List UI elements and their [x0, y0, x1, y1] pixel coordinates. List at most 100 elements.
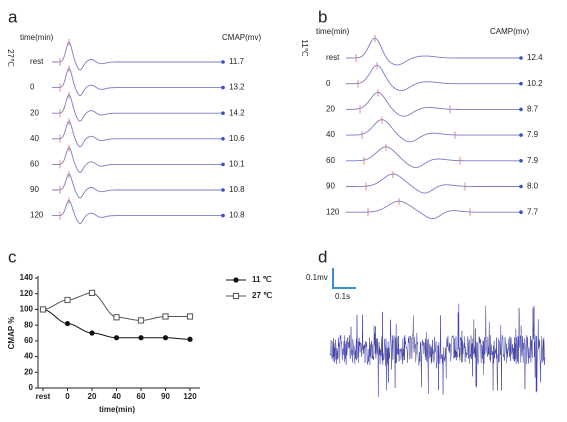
value: 10.8 [229, 211, 245, 220]
point [39, 306, 47, 313]
waveform [52, 41, 222, 71]
point [137, 317, 145, 324]
value: 7.9 [527, 130, 539, 139]
end-dot [221, 85, 225, 90]
point [162, 313, 169, 320]
value: 14.2 [229, 108, 245, 117]
value: 10.1 [229, 160, 245, 169]
value: 7.7 [527, 207, 539, 216]
time-label: 0 [30, 83, 35, 92]
legend-label: 11 ℃ [252, 275, 272, 284]
y-tick-label: 60 [24, 336, 33, 345]
waveform [346, 200, 520, 220]
temperature: 11℃ [300, 39, 309, 56]
panel-label: c [8, 247, 17, 266]
end-dot [519, 133, 523, 137]
point [113, 335, 120, 341]
time-label: 40 [326, 130, 335, 139]
point [64, 320, 71, 327]
x-axis-label: time(min) [99, 405, 135, 414]
panel-label: a [8, 7, 18, 26]
panel-label: b [318, 7, 327, 26]
time-label: 20 [30, 108, 39, 117]
y-tick-label: 120 [20, 289, 34, 298]
value-header: CAMP(mv) [490, 27, 529, 36]
time-label: rest [30, 57, 44, 66]
y-tick-label: 100 [20, 305, 34, 314]
end-dot [519, 210, 523, 214]
end-dot [519, 107, 523, 112]
value-header: CMAP(mv) [222, 33, 261, 42]
y-tick-label: 0 [29, 383, 34, 392]
time-label: 120 [30, 211, 44, 220]
time-label: 0 [326, 79, 331, 88]
waveform [52, 147, 222, 173]
end-dot [221, 213, 225, 218]
end-dot [221, 162, 225, 167]
x-tick-label: 90 [161, 392, 170, 401]
value: 8.0 [527, 182, 539, 191]
time-label: 90 [326, 182, 335, 191]
scale-voltage: 0.1mv [306, 273, 328, 282]
point [186, 313, 194, 320]
waveform [346, 64, 520, 92]
waveform [52, 173, 222, 199]
waveform [346, 146, 520, 168]
point [88, 289, 96, 297]
point [89, 330, 95, 336]
waveform [52, 120, 222, 148]
x-tick-label: rest [36, 392, 51, 401]
x-tick-label: 20 [88, 392, 97, 401]
y-tick-label: 20 [24, 367, 33, 376]
y-axis-label: CMAP % [7, 317, 16, 350]
time-label: time(min) [316, 27, 350, 36]
waveform [346, 119, 520, 143]
time-label: 90 [30, 185, 39, 194]
end-dot [221, 60, 225, 64]
value: 10.6 [229, 134, 245, 143]
time-label: 60 [30, 160, 39, 169]
time-label: 120 [326, 207, 340, 216]
value: 10.8 [229, 185, 245, 194]
temperature: 27℃ [6, 49, 15, 67]
end-dot [221, 188, 225, 192]
time-label: 60 [326, 156, 335, 165]
value: 8.7 [527, 105, 539, 114]
waveform [346, 91, 520, 117]
waveform [346, 173, 520, 194]
point [64, 296, 71, 304]
emg-trace [329, 303, 546, 397]
point [138, 335, 144, 341]
value: 12.4 [527, 53, 543, 62]
legend-marker [233, 277, 239, 283]
time-label: rest [326, 53, 340, 62]
scale-time: 0.1s [335, 292, 350, 301]
point [113, 314, 120, 321]
value: 10.2 [527, 79, 543, 88]
waveform [52, 67, 222, 97]
x-tick-label: 60 [137, 392, 146, 401]
y-tick-label: 40 [24, 352, 33, 361]
point [162, 335, 169, 341]
y-tick-label: 140 [20, 273, 34, 282]
end-dot [519, 81, 523, 86]
legend-label: 27 ℃ [252, 291, 272, 300]
waveform [52, 94, 222, 122]
end-dot [221, 137, 225, 141]
end-dot [519, 159, 523, 163]
time-label: 20 [326, 105, 335, 114]
end-dot [519, 184, 523, 189]
x-tick-label: 0 [65, 392, 70, 401]
time-label: time(min) [20, 33, 54, 42]
point [187, 336, 193, 342]
time-label: 40 [30, 134, 39, 143]
value: 11.7 [229, 57, 245, 66]
value: 7.9 [527, 156, 539, 165]
end-dot [519, 56, 523, 60]
end-dot [221, 111, 225, 115]
value: 13.2 [229, 83, 245, 92]
panel-label: d [318, 247, 327, 266]
x-tick-label: 40 [112, 392, 121, 401]
x-tick-label: 120 [183, 392, 197, 401]
